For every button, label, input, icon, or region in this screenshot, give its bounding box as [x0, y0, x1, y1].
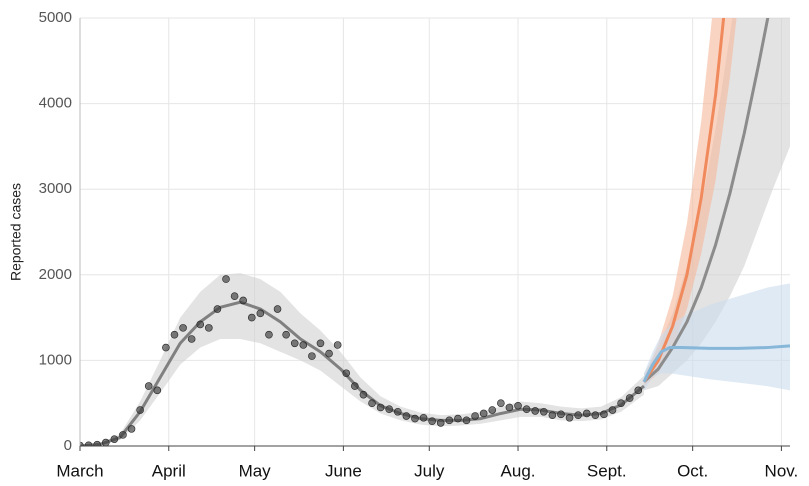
data-point: [351, 382, 359, 390]
data-point: [368, 399, 376, 408]
data-point: [531, 407, 540, 415]
data-point: [273, 305, 282, 313]
x-tick-label: Aug.: [501, 461, 536, 480]
data-point: [136, 406, 144, 414]
x-tick-label: Sept.: [587, 461, 627, 480]
data-point: [522, 405, 531, 413]
data-point: [376, 403, 385, 412]
data-point: [342, 369, 351, 378]
data-point: [548, 411, 557, 419]
x-tick-label: May: [239, 461, 272, 480]
grid: [79, 17, 790, 447]
data-point: [290, 339, 299, 348]
data-point: [445, 416, 454, 425]
data-point: [222, 275, 230, 283]
data-point: [316, 339, 325, 348]
data-point: [205, 324, 213, 332]
data-point: [471, 412, 479, 420]
data-point: [170, 330, 179, 339]
data-point: [282, 330, 290, 339]
data-point: [385, 405, 393, 413]
data-point: [230, 292, 239, 301]
data-point: [325, 349, 333, 358]
data-point: [153, 386, 162, 395]
data-point: [497, 399, 505, 408]
bands: [80, 18, 790, 446]
data-point: [557, 410, 565, 419]
line: [642, 344, 790, 383]
data-point: [591, 411, 600, 419]
data-point: [213, 305, 222, 313]
data-point: [196, 320, 205, 329]
data-point: [256, 309, 265, 318]
data-point: [110, 435, 119, 443]
line: [642, 18, 770, 383]
data-point: [454, 414, 462, 423]
data-point: [514, 401, 522, 410]
confidence-band: [643, 283, 790, 391]
data-point: [436, 419, 445, 427]
y-tick-label: 1000: [39, 351, 72, 368]
x-tick-label: June: [325, 461, 362, 480]
data-point: [582, 409, 591, 418]
x-tick-label: July: [414, 461, 445, 480]
y-tick-label: 0: [64, 437, 72, 454]
data-point: [393, 407, 402, 416]
data-point: [333, 341, 342, 349]
data-point: [239, 296, 247, 305]
data-point: [411, 414, 419, 423]
lines: [80, 18, 790, 446]
y-tick-label: 2000: [39, 266, 72, 283]
data-point: [574, 411, 582, 419]
data-point: [402, 412, 411, 420]
data-point: [299, 341, 308, 349]
y-tick-label: 3000: [39, 180, 72, 197]
data-point: [359, 390, 368, 399]
y-tick-label: 5000: [39, 9, 72, 26]
data-point: [600, 410, 608, 419]
data-point: [179, 324, 187, 332]
data-point: [101, 438, 110, 446]
data-point: [617, 399, 625, 408]
data-point: [308, 352, 316, 360]
data-point: [419, 413, 428, 422]
data-point: [634, 386, 643, 395]
line: [80, 300, 645, 446]
data-point: [247, 313, 256, 322]
data-point: [93, 440, 101, 446]
y-tick-label: 4000: [39, 95, 72, 112]
data-point: [488, 406, 497, 414]
data-point: [479, 409, 488, 418]
data-point: [162, 343, 170, 352]
x-tick-label: March: [56, 461, 103, 480]
axes: 0 1000 2000 3000 4000 5000 March April May June Ju…: [39, 9, 799, 481]
data-point: [187, 335, 196, 343]
points: [80, 275, 643, 446]
data-point: [539, 407, 548, 416]
data-point: [428, 417, 436, 425]
x-tick-label: Nov.: [765, 461, 799, 480]
data-point: [505, 403, 514, 412]
confidence-band: [80, 273, 644, 446]
data-point: [84, 441, 93, 446]
data-point: [608, 406, 617, 414]
y-axis-label: Reported cases: [8, 183, 24, 281]
data-point: [265, 330, 273, 339]
data-point: [119, 431, 127, 439]
data-point: [625, 394, 634, 402]
x-tick-label: April: [152, 461, 186, 480]
x-tick-label: Oct.: [677, 461, 708, 480]
data-point: [144, 382, 153, 390]
data-point: [565, 413, 574, 422]
data-point: [127, 425, 136, 433]
data-point: [462, 416, 471, 425]
